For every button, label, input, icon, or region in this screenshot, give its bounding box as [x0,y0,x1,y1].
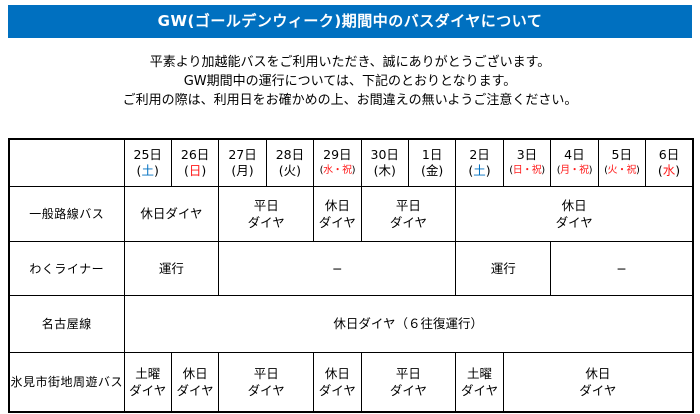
schedule-row: 氷見市街地周遊バス 土曜 ダイヤ 休日 ダイヤ 平日 ダイヤ 休日 ダイヤ 平日 ダイヤ 土曜 ダイヤ休… [8,351,694,413]
date-label: 30日 [370,146,399,162]
date-label: 6日 [658,146,680,162]
day-of-week-char: 木 [378,162,391,178]
schedule-cell: 運行 [455,240,552,296]
day-of-week-char: 水・祝 [323,164,352,176]
date-label: 5日 [611,146,632,162]
schedule-row: 名古屋線 休日ダイヤ（６往復運行） [8,294,694,353]
date-header-cell: 27日 (月) [218,138,267,187]
route-label: 名古屋線 [8,294,125,353]
date-label: 25日 [133,146,162,162]
day-of-week-label: (水) [657,162,681,178]
schedule-cell: 休日ダイヤ [170,351,220,413]
day-of-week-char: 土 [141,162,154,178]
schedule-cell: 平日 ダイヤ [218,185,315,242]
schedule-row: わくライナー 運行 − 運行 − [8,240,694,296]
intro-line: ご利用の際は、利用日をお確かめの上、お間違えの無いようご注意ください。 [122,93,578,108]
schedule-cell: − [218,240,457,296]
date-header-cell: 26日 (日) [170,138,220,187]
route-label: 一般路線バス [8,185,125,242]
day-of-week-char: 日 [188,162,202,178]
schedule-row: 一般路線バス 休日ダイヤ 平日 ダイヤ 休日 ダイヤ 平日 ダイヤ 休日 ダイヤ [8,185,694,242]
date-label: 4日 [564,146,585,162]
day-of-week-label: (月・祝) [556,164,593,176]
date-header-cell: 6日 (水) [644,138,694,187]
day-of-week-label: (火・祝) [604,164,640,176]
schedule-cell: 休日ダイヤ [455,185,694,242]
date-label: 29日 [323,146,352,162]
corner-cell [8,138,125,187]
day-of-week-label: (金) [420,162,444,178]
schedule-cell: 休日ダイヤ [502,351,694,413]
day-of-week-char: 土 [473,162,486,178]
schedule-cell: 土曜 ダイヤ [455,351,504,413]
page-title: GW(ゴールデンウィーク)期間中のバスダイヤについて [8,5,692,38]
schedule-cell: 平日 ダイヤ [360,185,457,242]
day-of-week-char: 金 [425,162,439,178]
schedule-cell: 平日 ダイヤ [360,351,457,413]
date-header-cell: 1日 (金) [407,138,457,187]
bus-schedule-table: 25日 (土) 26日 (日) 27日 (月) 28日 (火) 29日 (水・祝) 30日 (木) 1日… [8,138,694,413]
date-label: 1日 [421,146,443,162]
schedule-cell: 平日 ダイヤ [218,351,315,413]
date-header-cell: 25日 (土) [123,138,172,187]
date-label: 3日 [516,146,538,162]
schedule-cell: − [550,240,694,296]
day-of-week-char: 日・祝 [512,164,542,176]
date-header-cell: 3日 (日・祝) [502,138,552,187]
date-label: 27日 [228,146,257,162]
schedule-cell: 土曜 ダイヤ [123,351,172,413]
date-label: 26日 [180,146,210,162]
schedule-cell: 休日ダイヤ [313,351,362,413]
date-header-row: 25日 (土) 26日 (日) 27日 (月) 28日 (火) 29日 (水・祝) 30日 (木) 1日… [8,138,694,187]
route-label: わくライナー [8,240,125,296]
date-header-cell: 30日 (木) [360,138,409,187]
day-of-week-label: (日) [183,162,207,178]
day-of-week-char: 火 [283,162,297,178]
date-header-cell: 29日 (水・祝) [313,138,362,187]
day-of-week-label: (土) [468,162,491,178]
schedule-body: 一般路線バス 休日ダイヤ 平日 ダイヤ 休日 ダイヤ 平日 ダイヤ 休日 ダイヤ わくライナー 運行 −… [8,185,694,413]
intro-line: 平素より加越能バスをご利用いただき、誠にありがとうございます。 [149,55,551,70]
intro-line: GW期間中の運行については、下記のとおりとなります。 [183,74,517,89]
date-header-cell: 28日 (火) [265,138,315,187]
schedule-cell: 休日ダイヤ [123,185,220,242]
day-of-week-char: 火・祝 [607,164,637,176]
day-of-week-label: (火) [278,162,302,178]
intro-text: 平素より加越能バスをご利用いただき、誠にありがとうございます。 GW期間中の運行に… [0,53,700,110]
day-of-week-label: (水・祝) [319,164,356,176]
route-label: 氷見市街地周遊バス [8,351,125,413]
day-of-week-char: 月 [236,162,249,178]
date-label: 28日 [275,146,305,162]
date-header-cell: 2日 (土) [455,138,504,187]
date-header-cell: 5日 (火・祝) [597,138,646,187]
day-of-week-char: 水 [662,162,676,178]
schedule-cell: 休日ダイヤ [313,185,362,242]
date-label: 2日 [469,146,490,162]
schedule-cell: 運行 [123,240,220,296]
day-of-week-label: (木) [373,162,396,178]
day-of-week-label: (土) [136,162,159,178]
schedule-cell: 休日ダイヤ（６往復運行） [123,294,694,353]
day-of-week-char: 月・祝 [560,164,589,176]
date-header-cell: 4日 (月・祝) [550,138,599,187]
day-of-week-label: (日・祝) [509,164,545,176]
day-of-week-label: (月) [231,162,254,178]
